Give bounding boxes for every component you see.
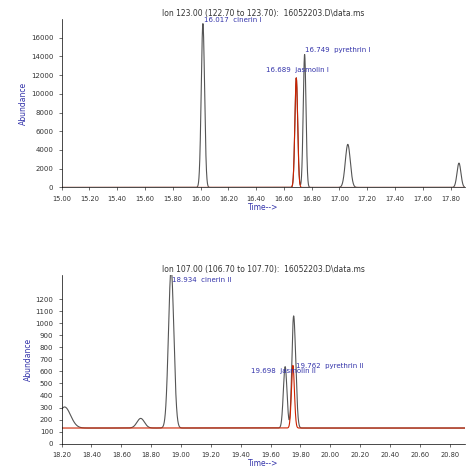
Text: 19.698  jasmolin II: 19.698 jasmolin II: [251, 368, 316, 374]
Title: Ion 123.00 (122.70 to 123.70):  16052203.D\data.ms: Ion 123.00 (122.70 to 123.70): 16052203.…: [162, 9, 364, 18]
Y-axis label: Abundance: Abundance: [19, 82, 28, 125]
Text: 16.689  jasmolin I: 16.689 jasmolin I: [265, 67, 328, 73]
Text: 16.017  cinerin I: 16.017 cinerin I: [204, 17, 262, 23]
Text: 18.934  cinerin II: 18.934 cinerin II: [172, 277, 231, 283]
X-axis label: Time-->: Time-->: [248, 459, 278, 468]
Text: 16.749  pyrethrin I: 16.749 pyrethrin I: [305, 47, 371, 53]
Text: 19.762  pyrethrin II: 19.762 pyrethrin II: [296, 363, 363, 369]
X-axis label: Time-->: Time-->: [248, 203, 278, 212]
Y-axis label: Abundance: Abundance: [24, 338, 33, 381]
Title: Ion 107.00 (106.70 to 107.70):  16052203.D\data.ms: Ion 107.00 (106.70 to 107.70): 16052203.…: [162, 265, 365, 274]
